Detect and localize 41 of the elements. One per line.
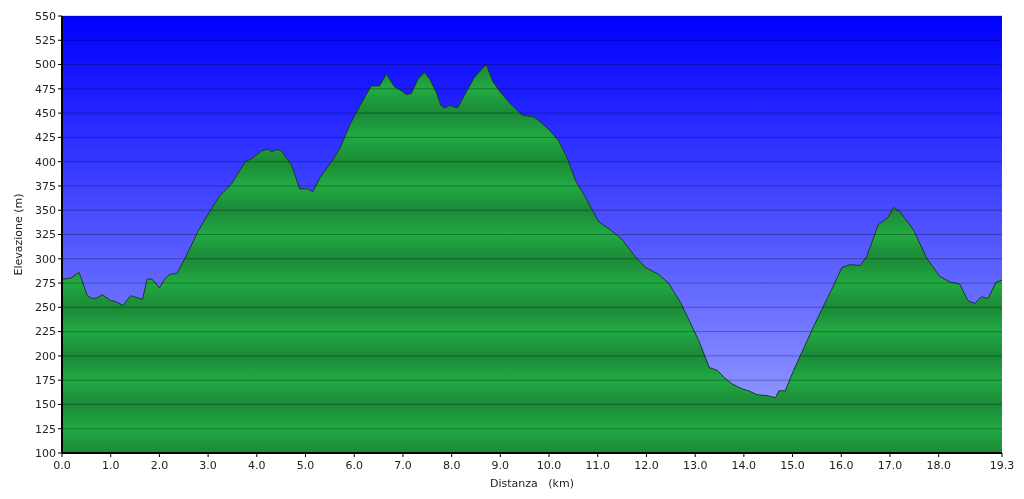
y-tick-label: 525: [35, 34, 56, 48]
y-tick-label: 100: [35, 446, 56, 460]
x-tick-label: 9.0: [491, 459, 510, 472]
y-tick-label: 125: [35, 422, 56, 436]
x-tick-label: 12.0: [634, 459, 659, 472]
x-tick-label: 11.0: [585, 459, 610, 472]
y-tick-label: 400: [35, 155, 56, 169]
x-tick-label: 4.0: [248, 459, 266, 472]
x-tick-label: 7.0: [394, 459, 412, 472]
y-tick-label: 425: [35, 131, 56, 145]
y-tick-label: 350: [35, 204, 56, 218]
y-tick-label: 175: [35, 374, 56, 388]
y-tick-label: 450: [35, 106, 56, 120]
y-tick-label: 550: [35, 9, 56, 23]
y-tick-label: 300: [35, 252, 56, 266]
x-tick-label: 8.0: [442, 459, 461, 472]
x-tick-label: 10.0: [536, 459, 562, 472]
x-tick-label: 3.0: [199, 459, 217, 472]
x-tick-label: 6.0: [345, 459, 363, 472]
x-tick-label: 19.3: [989, 459, 1015, 472]
x-tick-label: 14.0: [731, 459, 757, 472]
y-tick-label: 375: [35, 179, 56, 193]
x-tick-label: 13.0: [682, 459, 708, 472]
x-tick-label: 17.0: [877, 459, 903, 472]
x-axis-title: Distanza (km): [490, 477, 574, 490]
y-tick-label: 500: [35, 58, 56, 72]
y-tick-label: 475: [35, 82, 56, 96]
y-tick-label: 325: [35, 228, 56, 242]
y-tick-label: 225: [35, 325, 56, 339]
y-tick-label: 150: [35, 398, 56, 412]
x-tick-label: 2.0: [150, 459, 169, 472]
x-tick-label: 15.0: [780, 459, 805, 472]
y-tick-label: 250: [35, 301, 56, 315]
x-tick-label: 18.0: [926, 459, 951, 472]
x-tick-label: 1.0: [101, 459, 120, 472]
x-tick-label: 16.0: [829, 459, 854, 472]
x-tick-label: 0.0: [53, 459, 71, 472]
y-tick-label: 200: [35, 349, 56, 363]
y-tick-label: 275: [35, 276, 56, 290]
y-axis-title: Elevazione (m): [12, 193, 25, 276]
x-tick-label: 5.0: [296, 459, 315, 472]
